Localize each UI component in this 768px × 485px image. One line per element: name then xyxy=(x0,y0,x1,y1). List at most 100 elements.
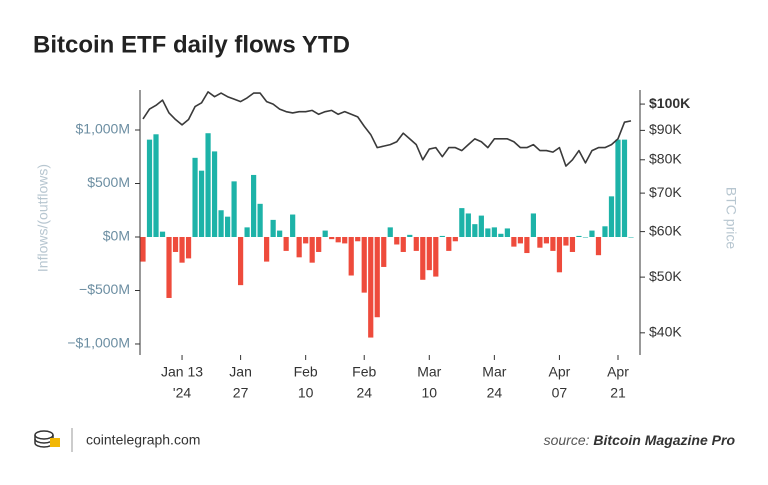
bar xyxy=(316,236,322,252)
bar xyxy=(433,236,439,277)
bar xyxy=(231,181,237,237)
bar xyxy=(400,236,406,252)
y-tick-label: $500M xyxy=(87,174,130,190)
y2-tick-label: $50K xyxy=(649,268,682,284)
bar xyxy=(211,151,218,237)
x-tick-label: Apr xyxy=(549,364,571,380)
x-tick-label: 07 xyxy=(552,385,568,401)
bar xyxy=(446,236,452,251)
bar xyxy=(283,236,289,251)
bar xyxy=(290,214,296,237)
x-tick-label: '24 xyxy=(173,385,191,401)
bar xyxy=(595,236,602,256)
bar xyxy=(387,227,393,237)
bar xyxy=(185,236,192,259)
bar xyxy=(257,203,263,237)
bar xyxy=(485,228,491,237)
bar xyxy=(218,210,224,237)
y2-tick-label: $60K xyxy=(649,222,682,238)
y-axis-label: Inflows/(outflows) xyxy=(35,164,51,272)
bar xyxy=(511,236,517,247)
bar xyxy=(153,134,159,237)
x-tick-label: Jan xyxy=(229,364,252,380)
bar xyxy=(498,233,504,237)
bar xyxy=(628,236,634,238)
bar xyxy=(172,236,179,252)
bar xyxy=(582,236,589,238)
bar xyxy=(530,213,536,237)
bar xyxy=(251,174,257,237)
bar xyxy=(543,236,550,244)
bar xyxy=(472,224,478,237)
footer-site: cointelegraph.com xyxy=(86,432,200,448)
bar xyxy=(407,234,413,237)
y2-tick-label: $80K xyxy=(649,150,682,166)
bar xyxy=(589,230,595,237)
x-tick-label: 27 xyxy=(233,385,249,401)
source-name: Bitcoin Magazine Pro xyxy=(593,432,735,448)
x-tick-label: Apr xyxy=(607,364,629,380)
bar xyxy=(420,236,426,280)
bar xyxy=(224,216,231,237)
x-tick-label: 10 xyxy=(422,385,438,401)
bar xyxy=(322,230,328,237)
y2-tick-label: $70K xyxy=(649,184,682,200)
bar xyxy=(329,236,335,240)
x-tick-label: Feb xyxy=(352,364,376,380)
bar xyxy=(426,236,432,271)
bar xyxy=(244,227,250,237)
bar xyxy=(361,236,367,293)
bar xyxy=(459,208,465,237)
bar xyxy=(550,236,556,251)
bar xyxy=(413,236,419,251)
bar xyxy=(303,236,309,244)
bar xyxy=(478,215,484,237)
bar xyxy=(491,227,497,237)
bar xyxy=(270,219,276,237)
bar xyxy=(615,139,621,237)
bar xyxy=(238,236,244,286)
bar xyxy=(348,236,354,276)
bar xyxy=(192,157,198,237)
source-label: source: xyxy=(544,432,590,448)
y2-tick-label: $90K xyxy=(649,121,682,137)
x-tick-label: Mar xyxy=(417,364,441,380)
y-tick-label: −$500M xyxy=(79,281,130,297)
bar xyxy=(296,236,302,258)
bar xyxy=(146,139,153,237)
y2-tick-label: $40K xyxy=(649,324,682,340)
x-tick-label: Feb xyxy=(294,364,318,380)
bar xyxy=(576,235,582,237)
bar xyxy=(335,236,341,243)
bar xyxy=(439,235,445,237)
bar xyxy=(140,236,146,262)
footer-source: source: Bitcoin Magazine Pro xyxy=(544,432,736,448)
y2-tick-label: $100K xyxy=(649,95,690,111)
x-tick-label: 10 xyxy=(298,385,314,401)
bar xyxy=(368,236,374,338)
bar xyxy=(374,236,380,318)
bar xyxy=(517,236,523,244)
bar xyxy=(465,213,471,237)
bar xyxy=(355,236,361,242)
bar xyxy=(179,236,185,263)
bar xyxy=(198,170,205,237)
y-tick-label: $1,000M xyxy=(76,121,130,137)
bar xyxy=(394,236,400,245)
bar xyxy=(504,228,510,237)
x-tick-label: Mar xyxy=(482,364,506,380)
bar xyxy=(621,139,628,237)
bar xyxy=(309,236,315,263)
bar xyxy=(608,196,615,237)
x-tick-label: 24 xyxy=(356,385,372,401)
bar xyxy=(602,226,608,237)
bar xyxy=(159,231,166,237)
bar xyxy=(264,236,270,262)
bar xyxy=(205,133,211,237)
chart-title: Bitcoin ETF daily flows YTD xyxy=(33,31,350,58)
bar xyxy=(166,236,172,298)
bar xyxy=(556,236,563,273)
bar xyxy=(277,230,283,237)
